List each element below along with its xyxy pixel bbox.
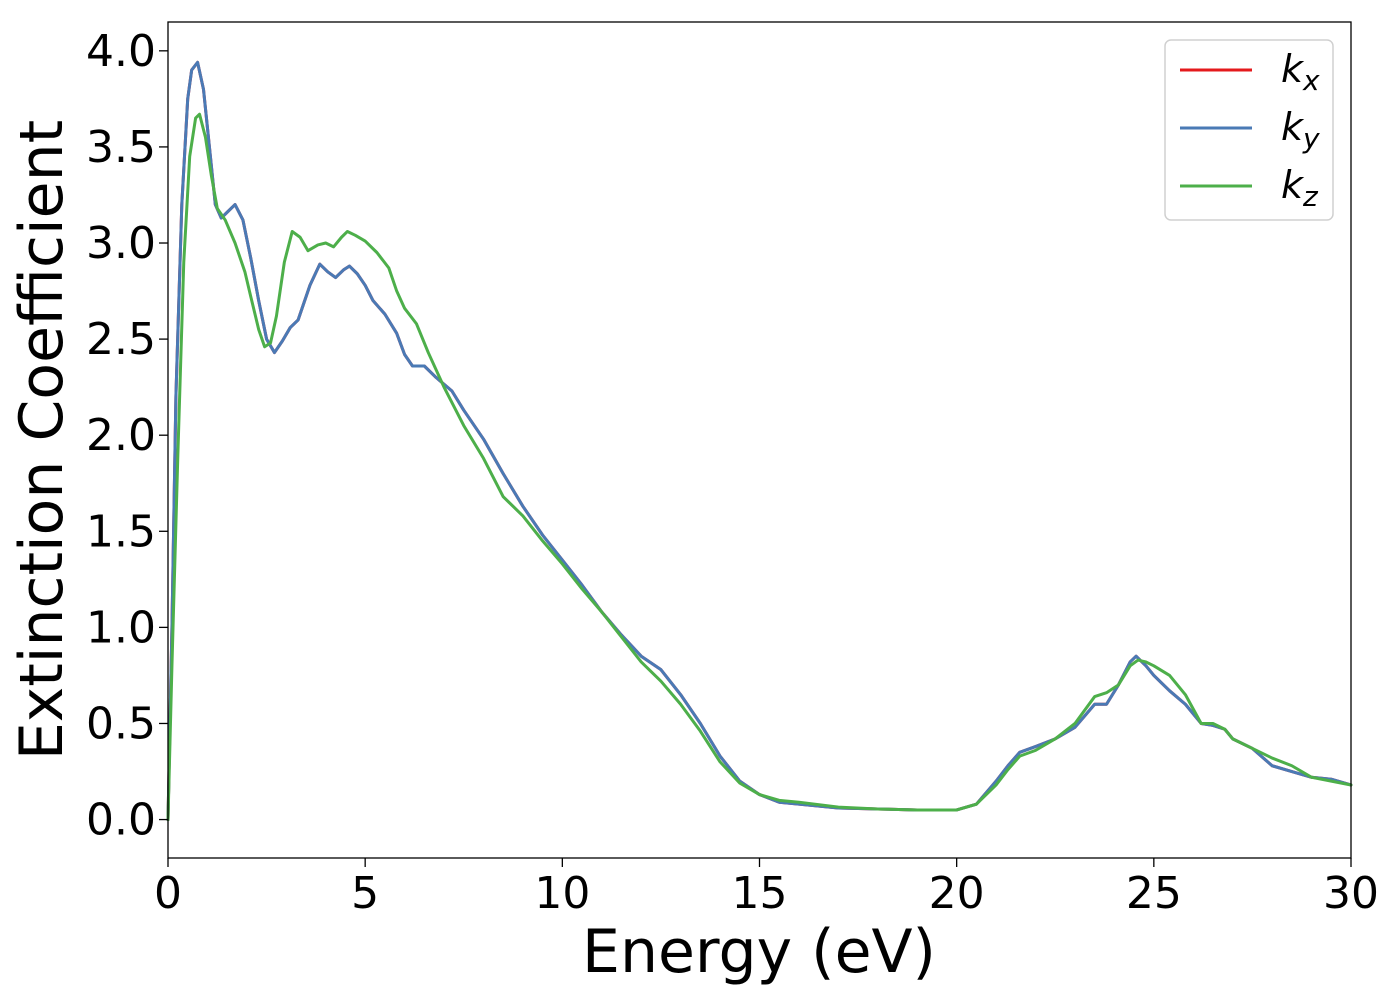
x-tick-label: 25	[1126, 868, 1182, 919]
legend-label-x: kx	[1281, 47, 1320, 97]
y-tick-label: 2.0	[86, 410, 156, 461]
series-line-z	[166, 112, 1353, 822]
y-tick-label: 2.5	[86, 314, 156, 365]
ticks-layer: 0 5 10 15 20 25 30 0.0 0.5 1.0 1.5 2.0 2.5 3.0 3.5 4.0	[86, 26, 1379, 919]
x-tick-label: 20	[929, 868, 985, 919]
y-tick-label: 0.5	[86, 698, 156, 749]
x-tick-label: 0	[154, 868, 182, 919]
y-axis-title: Extinction Coefficient	[7, 120, 77, 760]
legend-label-y: ky	[1281, 105, 1320, 155]
x-tick-label: 5	[351, 868, 379, 919]
y-tick-label: 4.0	[86, 26, 156, 77]
legend: kx ky kz	[1164, 39, 1334, 221]
y-tick-label: 3.0	[86, 218, 156, 269]
y-tick-label: 1.5	[86, 506, 156, 557]
series-layer	[166, 60, 1353, 822]
legend-box	[1164, 39, 1334, 221]
y-tick-label: 3.5	[86, 122, 156, 173]
y-tick-label: 1.0	[86, 602, 156, 653]
x-axis-title: Energy (eV)	[582, 917, 936, 987]
x-tick-label: 10	[534, 868, 590, 919]
x-tick-label: 30	[1323, 868, 1379, 919]
y-tick-label: 0.0	[86, 795, 156, 846]
x-tick-label: 15	[732, 868, 788, 919]
series-line-y	[166, 60, 1353, 822]
legend-label-z: kz	[1281, 163, 1319, 213]
